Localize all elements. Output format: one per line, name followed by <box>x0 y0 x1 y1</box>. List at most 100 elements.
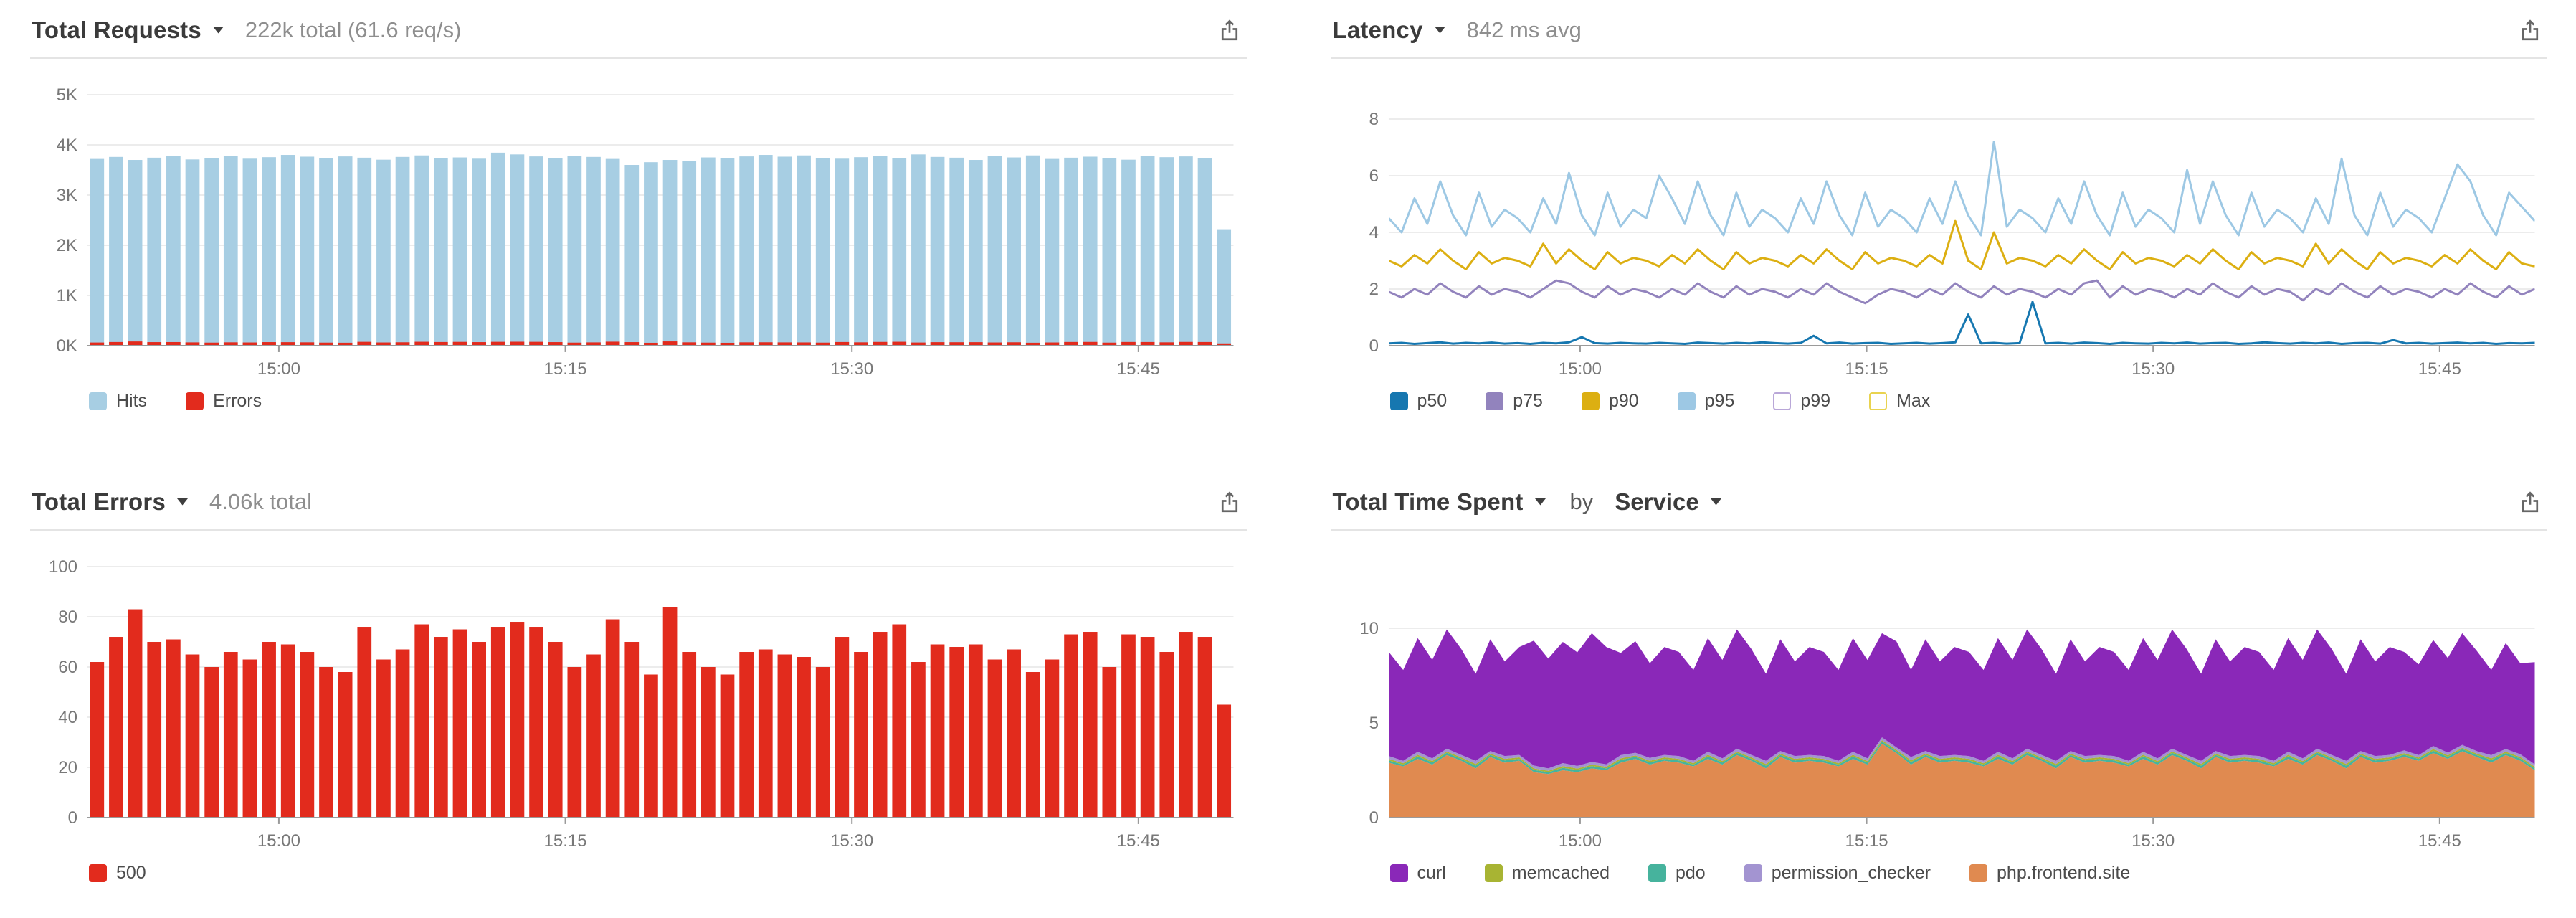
legend-item-Hits[interactable]: Hits <box>89 391 147 412</box>
bar <box>185 159 200 346</box>
bar <box>835 637 850 818</box>
legend-item-p50[interactable]: p50 <box>1389 391 1448 412</box>
y-axis-tick-label: 0K <box>57 336 77 356</box>
bar <box>395 342 410 346</box>
chevron-down-icon[interactable] <box>1434 27 1445 34</box>
total-time-spent-chart[interactable]: 0 5 10 15:00 15:15 15:30 15:45 <box>1331 531 2548 850</box>
legend-item-curl[interactable]: curl <box>1389 863 1446 884</box>
bar <box>510 622 525 818</box>
area-series <box>1388 629 2535 769</box>
chevron-down-icon[interactable] <box>212 27 224 34</box>
y-axis-tick-label: 80 <box>58 607 77 627</box>
group-by-selector[interactable]: Service <box>1615 488 1699 515</box>
bar <box>682 342 697 346</box>
bar <box>280 342 295 346</box>
x-axis-tick-label: 15:00 <box>257 359 300 378</box>
bar <box>1102 342 1117 346</box>
x-axis-tick-label: 15:15 <box>544 831 587 850</box>
bar <box>510 154 525 346</box>
y-axis-tick-label: 4 <box>1369 223 1378 242</box>
panel-subtitle: 842 ms avg <box>1466 17 1582 42</box>
legend-item-p75[interactable]: p75 <box>1486 391 1543 412</box>
panel-latency: Latency 842 ms avg 0 2 4 6 8 15:00 15:15 15:30 1… <box>1331 11 2548 412</box>
latency-chart[interactable]: 0 2 4 6 8 15:00 15:15 15:30 15:45 <box>1331 59 2548 378</box>
legend-item-p95[interactable]: p95 <box>1677 391 1734 412</box>
bar <box>1179 632 1193 818</box>
bar <box>815 667 830 818</box>
legend-item-p90[interactable]: p90 <box>1581 391 1639 412</box>
legend-item-php.frontend.site[interactable]: php.frontend.site <box>1969 863 2130 884</box>
bar <box>1045 659 1060 818</box>
x-axis-tick-label: 15:15 <box>1845 831 1888 850</box>
bar <box>968 644 983 818</box>
bar <box>758 342 773 346</box>
legend-item-p99[interactable]: p99 <box>1773 391 1830 412</box>
chevron-down-icon[interactable] <box>1710 498 1721 506</box>
y-axis-tick-label: 6 <box>1369 166 1378 186</box>
x-axis-tick-label: 15:15 <box>544 359 587 378</box>
bar <box>1121 159 1136 346</box>
bar <box>1025 672 1040 818</box>
bar <box>109 637 123 818</box>
legend-total-time-spent: curl memcached pdo permission_checker php.fr… <box>1389 863 2548 884</box>
bar <box>262 642 276 818</box>
x-axis-tick-label: 15:30 <box>830 359 873 378</box>
bar <box>414 341 429 346</box>
bar <box>1140 637 1155 818</box>
legend-item-pdo[interactable]: pdo <box>1648 863 1706 884</box>
bar <box>1064 341 1078 346</box>
y-axis-tick-label: 4K <box>57 136 77 155</box>
bar <box>109 341 123 346</box>
bar <box>987 659 1002 818</box>
legend-label: p90 <box>1608 391 1639 411</box>
export-button[interactable] <box>1214 14 1245 46</box>
y-axis-tick-label: 40 <box>58 708 77 727</box>
bar <box>797 342 811 346</box>
legend-item-permission_checker[interactable]: permission_checker <box>1744 863 1931 884</box>
bar <box>1083 632 1098 818</box>
total-requests-chart[interactable]: 0K 1K 2K 3K 4K 5K 15:00 15:15 15:30 15:45 <box>30 59 1247 378</box>
bar <box>1083 341 1098 346</box>
legend-swatch <box>1869 392 1888 410</box>
export-button[interactable] <box>1214 486 1245 518</box>
bar <box>682 161 697 346</box>
legend-item-Max[interactable]: Max <box>1869 391 1930 412</box>
line-series <box>1388 219 2535 270</box>
legend-item-500[interactable]: 500 <box>89 863 146 884</box>
export-icon <box>1221 19 1237 41</box>
bar <box>797 155 811 346</box>
bar <box>338 672 353 818</box>
bar <box>815 342 830 346</box>
bar <box>262 157 276 346</box>
export-button[interactable] <box>2514 14 2546 46</box>
y-axis-tick-label: 8 <box>1369 110 1378 129</box>
line-series <box>1388 301 2535 346</box>
chevron-down-icon[interactable] <box>1534 498 1546 506</box>
y-axis-tick-label: 2 <box>1369 280 1378 299</box>
legend-item-Errors[interactable]: Errors <box>186 391 262 412</box>
bar <box>911 342 926 346</box>
export-icon <box>1221 491 1237 513</box>
line-series <box>1388 279 2535 305</box>
bar <box>930 644 945 818</box>
panel-subtitle: 4.06k total <box>209 489 313 514</box>
y-axis-tick-label: 10 <box>1359 619 1379 638</box>
x-axis-tick-label: 15:30 <box>2131 831 2175 850</box>
legend-label: p50 <box>1417 391 1448 411</box>
bar <box>1102 158 1117 346</box>
x-axis-tick-label: 15:00 <box>257 831 300 850</box>
total-errors-chart[interactable]: 0 20 40 60 80 100 15:00 15:15 15:30 15:45 <box>30 531 1247 850</box>
bar <box>128 160 143 346</box>
export-button[interactable] <box>2514 486 2546 518</box>
bar <box>490 627 505 818</box>
bar <box>529 627 543 818</box>
panel-title: Total Errors <box>32 488 166 515</box>
bar <box>605 619 620 818</box>
legend-item-memcached[interactable]: memcached <box>1484 863 1610 884</box>
bar <box>166 341 181 346</box>
plot-area <box>1388 629 2535 818</box>
bar <box>739 156 754 346</box>
legend-label: php.frontend.site <box>1997 863 2131 883</box>
bar <box>949 342 964 346</box>
chevron-down-icon[interactable] <box>177 498 188 506</box>
